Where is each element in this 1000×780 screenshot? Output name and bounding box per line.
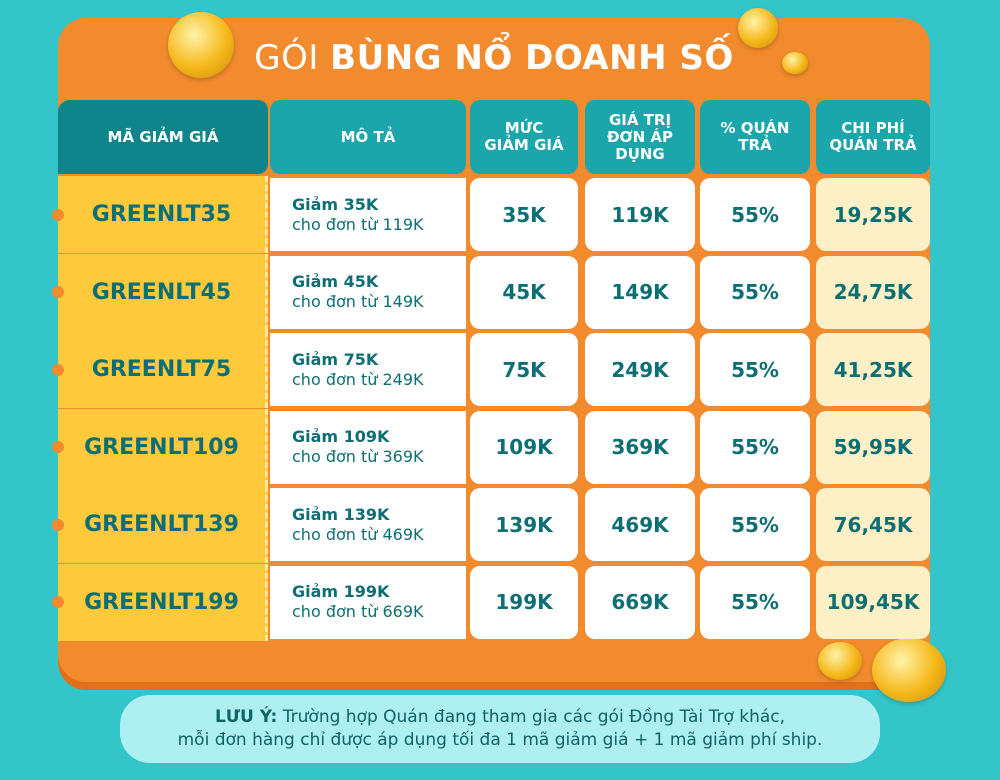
description-line: cho đơn từ 149K bbox=[292, 292, 424, 311]
voucher-code: GREENLT199 bbox=[52, 563, 268, 641]
description-line: Giảm 109K bbox=[292, 427, 390, 446]
cell-min-order: 369K bbox=[585, 410, 695, 484]
description-line: cho đơn từ 119K bbox=[292, 214, 424, 234]
note-text: Trường hợp Quán đang tham gia các gói Đồ… bbox=[282, 707, 786, 727]
cell-cost: 59,95K bbox=[816, 410, 930, 484]
description-line: cho đơn từ 669K bbox=[292, 602, 424, 621]
note: LƯU Ý: Trường hợp Quán đang tham gia các… bbox=[120, 695, 880, 763]
cell-share: 55% bbox=[700, 333, 810, 406]
cell-share: 55% bbox=[700, 178, 810, 251]
description-line: Giảm 139K bbox=[292, 504, 390, 524]
cell-share: 55% bbox=[700, 565, 810, 639]
coin-decoration bbox=[738, 8, 778, 48]
voucher-code: GREENLT109 bbox=[52, 408, 268, 486]
voucher-code: GREENLT35 bbox=[52, 176, 268, 253]
cell-min-order: 149K bbox=[585, 255, 695, 329]
column-header: MÃ GIẢM GIÁ bbox=[58, 100, 268, 174]
note-line: mỗi đơn hàng chỉ được áp dụng tối đa 1 m… bbox=[177, 730, 823, 750]
column-header: % QUÁN TRẢ bbox=[700, 100, 810, 174]
description: Giảm 35K cho đơn từ 119K bbox=[270, 178, 466, 251]
cell-min-order: 669K bbox=[585, 565, 695, 639]
description-line: cho đơn từ 469K bbox=[292, 524, 424, 544]
voucher-code: GREENLT139 bbox=[52, 486, 268, 563]
cell-discount: 109K bbox=[470, 410, 578, 484]
title-emphasis: BÙNG NỔ DOANH SỐ bbox=[330, 38, 734, 78]
coin-decoration bbox=[782, 52, 808, 74]
description-line: cho đơn từ 369K bbox=[292, 447, 424, 466]
description: Giảm 45K cho đơn từ 149K bbox=[270, 255, 466, 329]
description-line: cho đơn từ 249K bbox=[292, 369, 424, 389]
description: Giảm 75K cho đơn từ 249K bbox=[270, 333, 466, 406]
cell-cost: 109,45K bbox=[816, 565, 930, 639]
description-line: Giảm 35K bbox=[292, 194, 379, 214]
cell-discount: 139K bbox=[470, 488, 578, 561]
cell-discount: 199K bbox=[470, 565, 578, 639]
cell-discount: 75K bbox=[470, 333, 578, 406]
note-line: LƯU Ý: Trường hợp Quán đang tham gia các… bbox=[120, 706, 880, 729]
description: Giảm 199K cho đơn từ 669K bbox=[270, 565, 466, 639]
voucher-code: GREENLT75 bbox=[52, 331, 268, 408]
coin-decoration bbox=[818, 642, 862, 680]
cell-cost: 41,25K bbox=[816, 333, 930, 406]
cell-cost: 19,25K bbox=[816, 178, 930, 251]
description: Giảm 139K cho đơn từ 469K bbox=[270, 488, 466, 561]
cell-cost: 24,75K bbox=[816, 255, 930, 329]
cell-discount: 45K bbox=[470, 255, 578, 329]
cell-share: 55% bbox=[700, 255, 810, 329]
description: Giảm 109K cho đơn từ 369K bbox=[270, 410, 466, 484]
cell-discount: 35K bbox=[470, 178, 578, 251]
coin-decoration bbox=[872, 638, 946, 702]
column-header: MÔ TẢ bbox=[270, 100, 466, 174]
cell-min-order: 119K bbox=[585, 178, 695, 251]
cell-cost: 76,45K bbox=[816, 488, 930, 561]
description-line: Giảm 199K bbox=[292, 582, 390, 601]
title: GÓI BÙNG NỔ DOANH SỐ bbox=[58, 38, 930, 78]
note-label: LƯU Ý: bbox=[214, 707, 278, 727]
coin-decoration bbox=[168, 12, 234, 78]
description-line: Giảm 75K bbox=[292, 349, 379, 369]
cell-min-order: 469K bbox=[585, 488, 695, 561]
cell-share: 55% bbox=[700, 488, 810, 561]
column-header: CHI PHÍ QUÁN TRẢ bbox=[816, 100, 930, 174]
column-header: GIÁ TRỊ ĐƠN ÁP DỤNG bbox=[585, 100, 695, 174]
description-line: Giảm 45K bbox=[292, 272, 379, 291]
title-prefix: GÓI bbox=[254, 38, 319, 78]
voucher-code: GREENLT45 bbox=[52, 253, 268, 331]
cell-min-order: 249K bbox=[585, 333, 695, 406]
column-header: MỨC GIẢM GIÁ bbox=[470, 100, 578, 174]
cell-share: 55% bbox=[700, 410, 810, 484]
